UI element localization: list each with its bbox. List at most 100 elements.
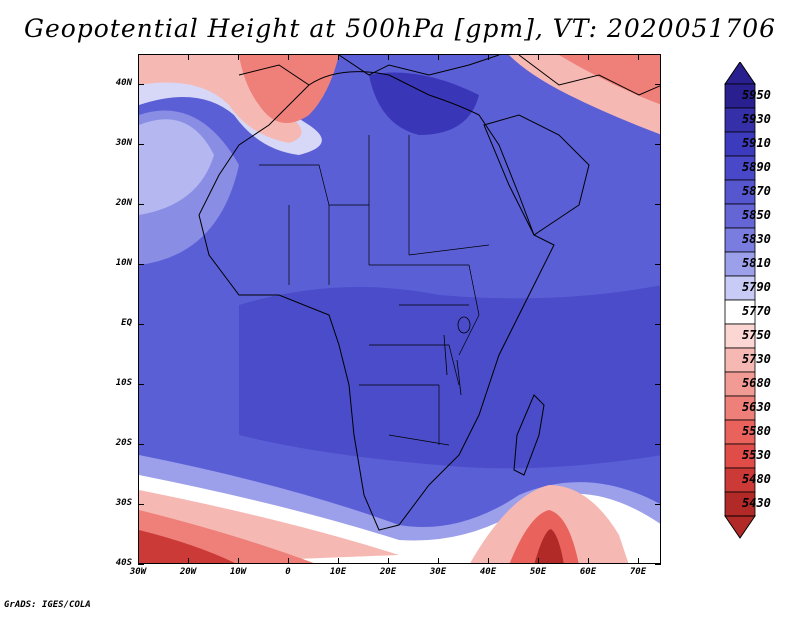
colorbar-label-5890: 5890 (742, 160, 771, 174)
lon-label-30e: 30E (429, 567, 447, 577)
arabia-coastline (483, 114, 590, 236)
lon-tick (588, 558, 589, 564)
lon-tick (288, 54, 289, 60)
lat-tick (138, 384, 144, 385)
lat-tick (655, 204, 661, 205)
colorbar-swatch-5790 (724, 275, 756, 301)
europe-coastline (238, 55, 660, 96)
field-5790 (139, 119, 214, 215)
lat-tick (138, 144, 144, 145)
field-mediterranean-high (369, 72, 479, 135)
colorbar-label-5830: 5830 (742, 232, 771, 246)
lon-tick (138, 54, 139, 60)
lon-tick (588, 54, 589, 60)
lon-label-50e: 50E (529, 567, 547, 577)
field-5430-trough (534, 529, 564, 563)
field-5630-northeast (559, 55, 660, 105)
lat-label-40n: 40N (115, 78, 132, 88)
lat-tick (138, 444, 144, 445)
lon-label-60e: 60E (579, 567, 597, 577)
lat-tick (138, 264, 144, 265)
colorbar-label-5430: 5430 (742, 496, 771, 510)
colorbar-swatch-5750 (724, 323, 756, 349)
lat-tick (138, 504, 144, 505)
colorbar-label-5930: 5930 (742, 112, 771, 126)
lon-tick (488, 558, 489, 564)
lat-tick (655, 504, 661, 505)
colorbar-label-5870: 5870 (742, 184, 771, 198)
lat-label-20n: 20N (115, 198, 132, 208)
lon-tick (188, 558, 189, 564)
lat-tick (138, 324, 144, 325)
lat-label-30s: 30S (115, 498, 132, 508)
colorbar-swatch-5430 (724, 491, 756, 517)
map-title: Geopotential Height at 500hPa [gpm], VT:… (23, 14, 777, 43)
colorbar-label-5950: 5950 (742, 88, 771, 102)
lon-tick (338, 558, 339, 564)
lat-tick (655, 324, 661, 325)
lat-tick (138, 204, 144, 205)
colorbar-label-5910: 5910 (742, 136, 771, 150)
africa-coastline (198, 71, 555, 531)
lat-tick (655, 144, 661, 145)
field-5630-north (239, 55, 339, 123)
lon-label-20e: 20E (379, 567, 397, 577)
lon-tick (188, 54, 189, 60)
lat-tick (655, 444, 661, 445)
country-borders (259, 135, 490, 446)
lon-label-10e: 10E (329, 567, 347, 577)
lat-label-20s: 20S (115, 438, 132, 448)
colorbar-swatch-5630 (724, 395, 756, 421)
lon-tick (138, 558, 139, 564)
madagascar-coastline (513, 394, 545, 476)
lon-label-30w: 30W (129, 567, 147, 577)
lon-label-20w: 20W (179, 567, 197, 577)
lon-tick (238, 558, 239, 564)
lon-label-10w: 10W (229, 567, 247, 577)
lat-label-eq: EQ (121, 318, 132, 328)
colorbar-swatch-5930 (724, 107, 756, 133)
colorbar-label-5580: 5580 (742, 424, 771, 438)
colorbar-swatch-5580 (724, 419, 756, 445)
colorbar-label-5480: 5480 (742, 472, 771, 486)
map-panel (138, 54, 661, 564)
colorbar-swatch-5950 (724, 83, 756, 109)
colorbar-label-5680: 5680 (742, 376, 771, 390)
colorbar-label-5530: 5530 (742, 448, 771, 462)
colorbar-label-5730: 5730 (742, 352, 771, 366)
great-lakes (443, 316, 471, 396)
lon-tick (238, 54, 239, 60)
field-5480-south (139, 530, 235, 563)
lat-tick (655, 84, 661, 85)
colorbar-label-5750: 5750 (742, 328, 771, 342)
field-5730-north (139, 55, 302, 143)
lat-label-10n: 10N (115, 258, 132, 268)
colorbar-label-5850: 5850 (742, 208, 771, 222)
lon-tick (388, 54, 389, 60)
colorbar-label-5630: 5630 (742, 400, 771, 414)
colorbar-swatch-5870 (724, 179, 756, 205)
colorbar-swatch-5530 (724, 443, 756, 469)
lon-tick (438, 54, 439, 60)
colorbar-swatch-5910 (724, 131, 756, 157)
colorbar-swatch-5830 (724, 227, 756, 253)
lon-tick (638, 558, 639, 564)
lat-tick (655, 564, 661, 565)
lat-label-10s: 10S (115, 378, 132, 388)
lat-tick (655, 264, 661, 265)
colorbar-swatch-5890 (724, 155, 756, 181)
colorbar-arrow-top (724, 62, 756, 85)
colorbar-swatch-5810 (724, 251, 756, 277)
field-5580-trough (509, 510, 579, 563)
lon-label-0: 0 (285, 567, 291, 577)
lon-label-40e: 40E (479, 567, 497, 577)
geopotential-field (139, 55, 660, 563)
lon-tick (488, 54, 489, 60)
lon-tick (638, 54, 639, 60)
field-5890 (239, 285, 660, 469)
lat-tick (138, 564, 144, 565)
lon-tick (388, 558, 389, 564)
colorbar-label-5810: 5810 (742, 256, 771, 270)
footer-credit: GrADS: IGES/COLA (4, 600, 91, 610)
lon-tick (538, 54, 539, 60)
